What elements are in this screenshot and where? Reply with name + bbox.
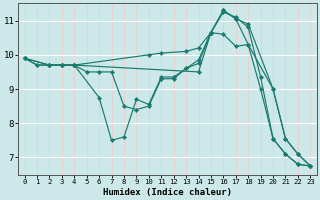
X-axis label: Humidex (Indice chaleur): Humidex (Indice chaleur) — [103, 188, 232, 197]
